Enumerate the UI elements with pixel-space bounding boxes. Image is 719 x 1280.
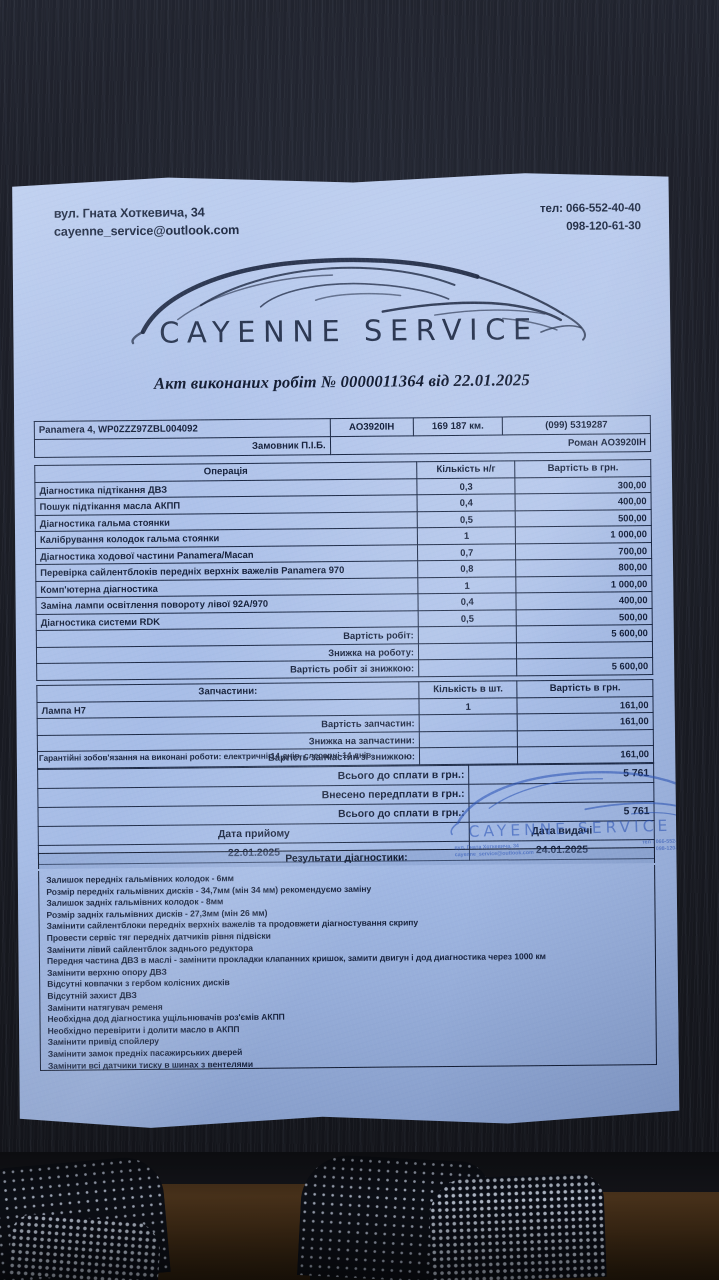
- total-sum: 161,00: [518, 713, 654, 731]
- customer-label: Замовник П.І.Б.: [34, 437, 330, 458]
- company-phone-2: 098-120-61-30: [566, 219, 641, 233]
- row-qty: 0,4: [418, 593, 517, 610]
- company-email: cayenne_service@outlook.com: [53, 222, 240, 239]
- row-sum: 1 000,00: [516, 575, 652, 593]
- company-address: вул. Гната Хоткевича, 34: [53, 205, 205, 221]
- floor-shadow: [0, 1152, 719, 1280]
- row-sum: 1 000,00: [516, 526, 652, 544]
- total-qty: [419, 747, 518, 764]
- customer-name: Роман AO3920IH: [330, 434, 650, 455]
- vehicle-info-table: Panamera 4, WP0ZZZ97ZBL004092 AO3920IH 1…: [34, 415, 651, 458]
- total-qty: [418, 626, 517, 643]
- service-act-document: вул. Гната Хоткевича, 34 cayenne_service…: [9, 171, 679, 1130]
- logo-wordmark: CAYENNE SERVICE: [158, 312, 539, 350]
- grand-total-value: 5 761: [469, 802, 654, 823]
- car-sketch-logo: [82, 239, 613, 359]
- row-sum: 500,00: [517, 608, 653, 626]
- total-sum: 5 600,00: [517, 625, 653, 643]
- row-qty: 1: [419, 697, 518, 714]
- diagnostics-list: Залишок передніх гальмівних колодок - 6м…: [38, 865, 657, 1071]
- row-sum: 400,00: [515, 493, 651, 511]
- grand-total-value: 5 761: [469, 764, 654, 785]
- column-header-1: Кількість н/г: [417, 461, 516, 478]
- row-qty: 0,4: [417, 494, 516, 511]
- total-qty: [419, 730, 518, 747]
- row-qty: 1: [417, 527, 516, 544]
- total-label: Вартість робіт зі знижкою:: [37, 660, 419, 680]
- total-sum: 161,00: [518, 746, 654, 764]
- row-qty: 0,3: [417, 477, 516, 494]
- company-address-block: вул. Гната Хоткевича, 34 cayenne_service…: [54, 203, 240, 241]
- column-header-2: Вартість в грн.: [515, 460, 651, 478]
- total-qty: [418, 642, 517, 659]
- document-header: вул. Гната Хоткевича, 34 cayenne_service…: [54, 199, 641, 241]
- column-header-2: Вартість в грн.: [517, 680, 653, 698]
- total-sum: [517, 641, 653, 659]
- row-sum: 700,00: [516, 542, 652, 560]
- total-qty: [419, 659, 518, 676]
- row-qty: 0,5: [418, 609, 517, 626]
- row-qty: 0,7: [417, 543, 516, 560]
- grand-total-value: [469, 783, 654, 804]
- row-qty: 0,8: [418, 560, 517, 577]
- total-qty: [419, 714, 518, 731]
- date-out-label: Дата видачі: [469, 821, 654, 842]
- vehicle-phone: (099) 5319287: [502, 416, 650, 435]
- total-sum: [518, 729, 654, 747]
- floor-and-legs: [0, 1152, 719, 1280]
- row-sum: 400,00: [516, 592, 652, 610]
- row-sum: 161,00: [517, 696, 653, 714]
- vehicle-mileage: 169 187 км.: [413, 417, 502, 436]
- row-sum: 300,00: [515, 476, 651, 494]
- works-table: Операція Кількість н/г Вартість в грн. Діаг…: [34, 459, 653, 680]
- total-sum: 5 600,00: [517, 658, 653, 676]
- company-phone-1: тел: 066-552-40-40: [539, 201, 641, 216]
- column-header-1: Кількість в шт.: [419, 681, 518, 698]
- row-qty: 1: [418, 576, 517, 593]
- company-phones-block: тел: 066-552-40-40 098-120-61-30: [540, 199, 641, 236]
- row-sum: 500,00: [516, 509, 652, 527]
- row-qty: 0,5: [417, 510, 516, 527]
- row-sum: 800,00: [516, 559, 652, 577]
- page-title: Акт виконаних робіт № 0000011364 від 22.…: [153, 370, 530, 393]
- vehicle-plate: AO3920IH: [330, 418, 413, 437]
